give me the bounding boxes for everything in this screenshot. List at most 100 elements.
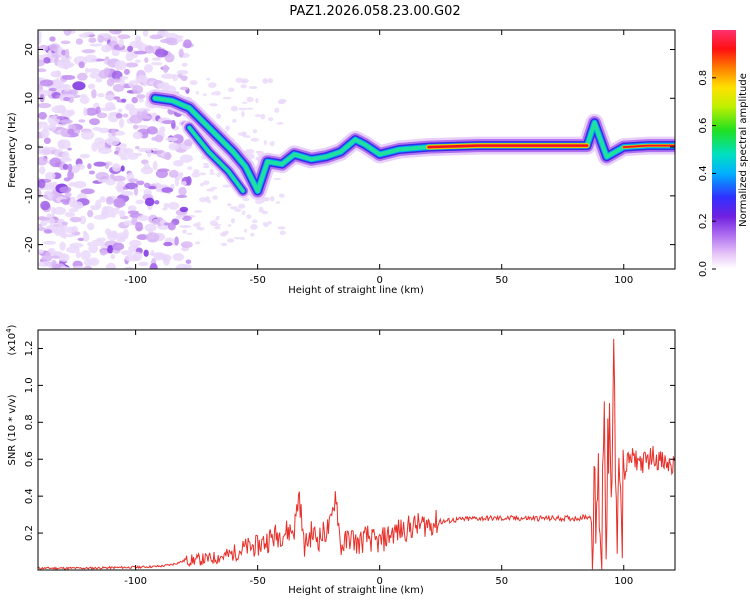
noise-blob [69, 216, 82, 223]
noise-blob [113, 96, 121, 100]
spectrogram-y-ticks: 20 10 0 -10 -20 [24, 43, 675, 253]
noise-blob [222, 184, 231, 188]
noise-blob [243, 228, 247, 233]
noise-blob [65, 48, 70, 59]
noise-blob [40, 219, 48, 227]
noise-blob [278, 193, 285, 198]
noise-blob [230, 217, 236, 224]
noise-blob [39, 166, 46, 175]
noise-blob [132, 251, 143, 262]
noise-blob [149, 263, 158, 269]
noise-blob [136, 180, 145, 186]
noise-blob [131, 96, 138, 104]
noise-blob [55, 77, 60, 88]
chart-title: PAZ1.2026.058.23.00.G02 [289, 4, 460, 19]
noise-blob [154, 200, 160, 205]
noise-blob [80, 250, 91, 261]
noise-blob [203, 93, 207, 97]
noise-blob [43, 229, 53, 234]
noise-blob [38, 121, 43, 130]
noise-blob [191, 172, 201, 178]
noise-blob [38, 102, 52, 109]
colorbar-ticks: 0.0 0.2 0.4 0.6 0.8 [698, 70, 716, 277]
noise-blob [88, 244, 99, 254]
noise-blob [63, 30, 72, 36]
noise-blob [144, 57, 149, 63]
noise-blob [111, 214, 116, 218]
noise-blob [161, 254, 172, 262]
noise-blob [159, 126, 166, 133]
noise-blob [65, 226, 77, 234]
noise-blob [234, 208, 242, 212]
y-tick-label: 0.6 [24, 451, 35, 467]
noise-blob [222, 96, 232, 100]
noise-blob [43, 240, 56, 245]
snr-multiplier-close: ) [7, 324, 18, 328]
noise-blob [144, 223, 157, 232]
noise-blob [189, 80, 198, 86]
noise-blob [50, 70, 61, 78]
noise-blob [58, 253, 70, 262]
noise-blob [238, 107, 247, 111]
noise-blob [118, 210, 126, 218]
noise-blob [205, 188, 215, 192]
noise-blob [254, 198, 263, 205]
noise-blob [49, 43, 61, 52]
noise-blob [241, 111, 245, 118]
noise-blob [38, 68, 47, 73]
noise-blob [161, 120, 175, 124]
noise-blob [38, 111, 48, 120]
colorbar-tick-label: 0.8 [698, 70, 709, 86]
noise-blob [230, 105, 238, 112]
noise-blob [216, 215, 220, 219]
noise-blob [97, 93, 105, 98]
noise-blob [143, 249, 149, 257]
noise-blob [68, 109, 75, 116]
noise-blob [152, 57, 162, 61]
noise-blob [87, 209, 94, 218]
noise-blob [125, 62, 139, 68]
noise-blob [174, 236, 179, 246]
noise-blob [162, 64, 169, 74]
noise-blob [277, 226, 286, 230]
noise-blob [214, 225, 221, 230]
noise-blob [273, 177, 282, 181]
noise-blob [67, 170, 74, 180]
noise-blob [269, 141, 275, 147]
noise-blob [63, 96, 70, 102]
noise-blob [198, 172, 207, 176]
noise-blob [78, 61, 85, 69]
noise-blob [199, 182, 205, 187]
snr-multiplier-exponent: 4 [5, 328, 13, 333]
y-tick-label: 1.2 [24, 341, 35, 357]
noise-blob [84, 54, 98, 63]
noise-blob [38, 178, 46, 189]
noise-blob [186, 176, 192, 186]
noise-blob [225, 125, 230, 131]
noise-blob [148, 185, 157, 190]
noise-blob [115, 113, 123, 119]
noise-blob [60, 61, 74, 69]
noise-blob [47, 49, 52, 59]
noise-blob [97, 179, 111, 183]
noise-blob [90, 205, 100, 211]
noise-blob [145, 232, 160, 242]
noise-blob [56, 115, 65, 120]
noise-blob [72, 265, 86, 269]
noise-blob [132, 131, 143, 140]
noise-blob [186, 232, 193, 236]
noise-blob [101, 44, 112, 53]
noise-blob [144, 115, 152, 120]
noise-blob [80, 130, 95, 140]
noise-blob [79, 215, 87, 225]
noise-blob [45, 184, 52, 188]
noise-blob [202, 180, 210, 185]
noise-blob [112, 242, 125, 251]
noise-blob [209, 168, 214, 173]
y-tick-label: 0 [24, 144, 35, 150]
noise-blob [113, 30, 122, 35]
noise-blob [153, 253, 163, 261]
colorbar: 0.0 0.2 0.4 0.6 0.8 Normalized spectral ampl… [698, 30, 749, 277]
noise-blob [99, 196, 106, 203]
snr-y-label: SNR (10 * v/v) [7, 394, 18, 465]
